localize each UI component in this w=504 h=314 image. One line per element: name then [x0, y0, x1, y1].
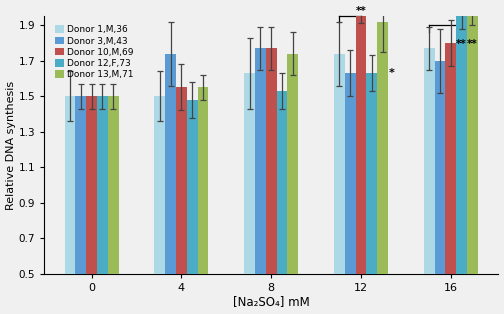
Bar	[65, 96, 76, 273]
Bar	[424, 48, 434, 273]
Bar	[76, 96, 86, 273]
Bar	[255, 48, 266, 273]
Bar	[345, 73, 356, 273]
Bar	[187, 100, 198, 273]
Bar	[154, 96, 165, 273]
Bar	[467, 2, 478, 273]
Bar	[287, 54, 298, 273]
Bar	[86, 96, 97, 273]
Bar	[277, 91, 287, 273]
Bar	[108, 96, 118, 273]
Y-axis label: Relative DNA synthesis: Relative DNA synthesis	[6, 80, 16, 209]
Bar	[176, 87, 187, 273]
Bar	[377, 22, 388, 273]
Text: *: *	[389, 68, 395, 78]
Bar	[97, 96, 108, 273]
Text: **: **	[467, 39, 478, 49]
Legend: Donor 1,M,36, Donor 3,M,43, Donor 10,M,69, Donor 12,F,73, Donor 13,M,71: Donor 1,M,36, Donor 3,M,43, Donor 10,M,6…	[53, 24, 136, 81]
Bar	[456, 2, 467, 273]
Bar	[244, 73, 255, 273]
Bar	[356, 0, 366, 273]
Bar	[266, 48, 277, 273]
Bar	[334, 54, 345, 273]
Bar	[366, 73, 377, 273]
X-axis label: [Na₂SO₄] mM: [Na₂SO₄] mM	[233, 295, 309, 308]
Bar	[446, 43, 456, 273]
Bar	[434, 61, 446, 273]
Text: **: **	[456, 39, 467, 49]
Bar	[198, 87, 208, 273]
Bar	[165, 54, 176, 273]
Text: **: **	[356, 6, 366, 15]
